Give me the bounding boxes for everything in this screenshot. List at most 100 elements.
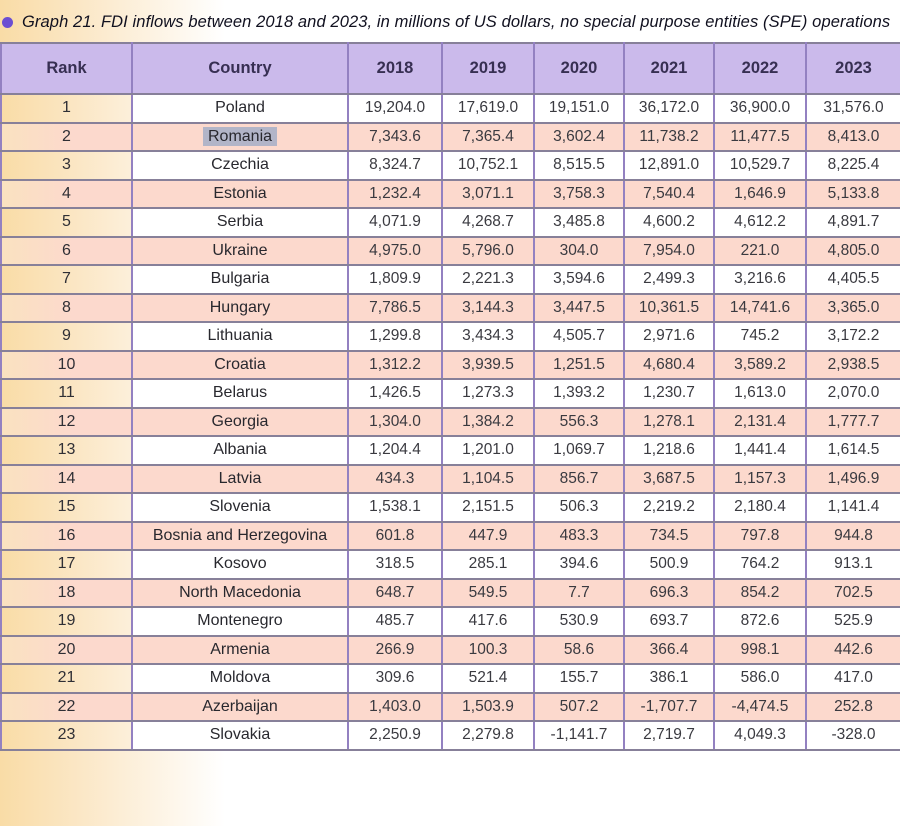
value-cell: 4,680.4 bbox=[623, 349, 715, 380]
value-cell: 5,133.8 bbox=[805, 178, 900, 209]
column-header-2021: 2021 bbox=[623, 42, 715, 95]
value-cell: 434.3 bbox=[347, 463, 443, 494]
value-cell: 507.2 bbox=[533, 691, 625, 722]
value-cell: 2,180.4 bbox=[713, 492, 807, 523]
value-cell: 1,069.7 bbox=[533, 435, 625, 466]
value-cell: 500.9 bbox=[623, 549, 715, 580]
column-header-2022: 2022 bbox=[713, 42, 807, 95]
value-cell: 36,900.0 bbox=[713, 93, 807, 124]
value-cell: 19,204.0 bbox=[347, 93, 443, 124]
value-cell: 1,646.9 bbox=[713, 178, 807, 209]
country-cell: Bulgaria bbox=[131, 264, 349, 295]
value-cell: 2,279.8 bbox=[441, 720, 535, 751]
value-cell: 1,157.3 bbox=[713, 463, 807, 494]
column-header-2018: 2018 bbox=[347, 42, 443, 95]
value-cell: 797.8 bbox=[713, 520, 807, 551]
table-row: 4 Estonia 1,232.4 3,071.1 3,758.3 7,540.4 1,64… bbox=[0, 178, 900, 209]
value-cell: 252.8 bbox=[805, 691, 900, 722]
value-cell: 1,441.4 bbox=[713, 435, 807, 466]
value-cell: -328.0 bbox=[805, 720, 900, 751]
country-cell: Belarus bbox=[131, 378, 349, 409]
value-cell: 3,447.5 bbox=[533, 292, 625, 323]
value-cell: 4,975.0 bbox=[347, 235, 443, 266]
rank-cell: 23 bbox=[0, 720, 133, 751]
value-cell: 221.0 bbox=[713, 235, 807, 266]
value-cell: 304.0 bbox=[533, 235, 625, 266]
rank-cell: 5 bbox=[0, 207, 133, 238]
value-cell: 485.7 bbox=[347, 606, 443, 637]
value-cell: 1,104.5 bbox=[441, 463, 535, 494]
value-cell: 417.0 bbox=[805, 663, 900, 694]
value-cell: 1,251.5 bbox=[533, 349, 625, 380]
value-cell: 3,594.6 bbox=[533, 264, 625, 295]
value-cell: 1,278.1 bbox=[623, 406, 715, 437]
value-cell: 2,151.5 bbox=[441, 492, 535, 523]
value-cell: 525.9 bbox=[805, 606, 900, 637]
value-cell: 3,602.4 bbox=[533, 121, 625, 152]
rank-cell: 9 bbox=[0, 321, 133, 352]
value-cell: 2,219.2 bbox=[623, 492, 715, 523]
table-row: 14 Latvia 434.3 1,104.5 856.7 3,687.5 1,157.3 1… bbox=[0, 463, 900, 494]
value-cell: 601.8 bbox=[347, 520, 443, 551]
rank-cell: 16 bbox=[0, 520, 133, 551]
country-cell: Poland bbox=[131, 93, 349, 124]
value-cell: -4,474.5 bbox=[713, 691, 807, 722]
table-row: 21 Moldova 309.6 521.4 155.7 386.1 586.0 417.0 bbox=[0, 663, 900, 694]
value-cell: 1,201.0 bbox=[441, 435, 535, 466]
table-header: Rank Country 2018 2019 2020 2021 2022 20… bbox=[0, 42, 900, 95]
value-cell: 586.0 bbox=[713, 663, 807, 694]
value-cell: 2,719.7 bbox=[623, 720, 715, 751]
value-cell: 7,343.6 bbox=[347, 121, 443, 152]
rank-cell: 3 bbox=[0, 150, 133, 181]
rank-cell: 20 bbox=[0, 634, 133, 665]
country-cell: Romania bbox=[131, 121, 349, 152]
figure-title: Graph 21. FDI inflows between 2018 and 2… bbox=[22, 13, 891, 31]
table-row: 5 Serbia 4,071.9 4,268.7 3,485.8 4,600.2 4,612… bbox=[0, 207, 900, 238]
value-cell: 7,540.4 bbox=[623, 178, 715, 209]
table-row: 15 Slovenia 1,538.1 2,151.5 506.3 2,219.2 2,18… bbox=[0, 492, 900, 523]
value-cell: 506.3 bbox=[533, 492, 625, 523]
value-cell: 3,939.5 bbox=[441, 349, 535, 380]
value-cell: 285.1 bbox=[441, 549, 535, 580]
value-cell: 7,365.4 bbox=[441, 121, 535, 152]
rank-cell: 17 bbox=[0, 549, 133, 580]
country-cell: Croatia bbox=[131, 349, 349, 380]
value-cell: 2,131.4 bbox=[713, 406, 807, 437]
table-row: 12 Georgia 1,304.0 1,384.2 556.3 1,278.1 2,131… bbox=[0, 406, 900, 437]
country-cell: Estonia bbox=[131, 178, 349, 209]
value-cell: 309.6 bbox=[347, 663, 443, 694]
value-cell: 4,405.5 bbox=[805, 264, 900, 295]
value-cell: 4,600.2 bbox=[623, 207, 715, 238]
value-cell: 3,434.3 bbox=[441, 321, 535, 352]
value-cell: 1,299.8 bbox=[347, 321, 443, 352]
country-cell: Ukraine bbox=[131, 235, 349, 266]
value-cell: 12,891.0 bbox=[623, 150, 715, 181]
value-cell: 2,250.9 bbox=[347, 720, 443, 751]
value-cell: 745.2 bbox=[713, 321, 807, 352]
value-cell: 1,613.0 bbox=[713, 378, 807, 409]
rank-cell: 7 bbox=[0, 264, 133, 295]
value-cell: 854.2 bbox=[713, 577, 807, 608]
country-cell: Azerbaijan bbox=[131, 691, 349, 722]
value-cell: 36,172.0 bbox=[623, 93, 715, 124]
value-cell: 549.5 bbox=[441, 577, 535, 608]
value-cell: 3,589.2 bbox=[713, 349, 807, 380]
table-row: 1 Poland 19,204.0 17,619.0 19,151.0 36,172.0 3… bbox=[0, 93, 900, 124]
value-cell: 3,687.5 bbox=[623, 463, 715, 494]
table-row: 11 Belarus 1,426.5 1,273.3 1,393.2 1,230.7 1,6… bbox=[0, 378, 900, 409]
value-cell: 386.1 bbox=[623, 663, 715, 694]
value-cell: 31,576.0 bbox=[805, 93, 900, 124]
value-cell: 1,230.7 bbox=[623, 378, 715, 409]
column-header-rank: Rank bbox=[0, 42, 133, 95]
value-cell: 1,496.9 bbox=[805, 463, 900, 494]
rank-cell: 1 bbox=[0, 93, 133, 124]
value-cell: 998.1 bbox=[713, 634, 807, 665]
value-cell: 8,413.0 bbox=[805, 121, 900, 152]
value-cell: 1,232.4 bbox=[347, 178, 443, 209]
value-cell: 3,172.2 bbox=[805, 321, 900, 352]
country-cell: Montenegro bbox=[131, 606, 349, 637]
country-cell: Serbia bbox=[131, 207, 349, 238]
value-cell: 1,204.4 bbox=[347, 435, 443, 466]
value-cell: 58.6 bbox=[533, 634, 625, 665]
value-cell: 3,485.8 bbox=[533, 207, 625, 238]
